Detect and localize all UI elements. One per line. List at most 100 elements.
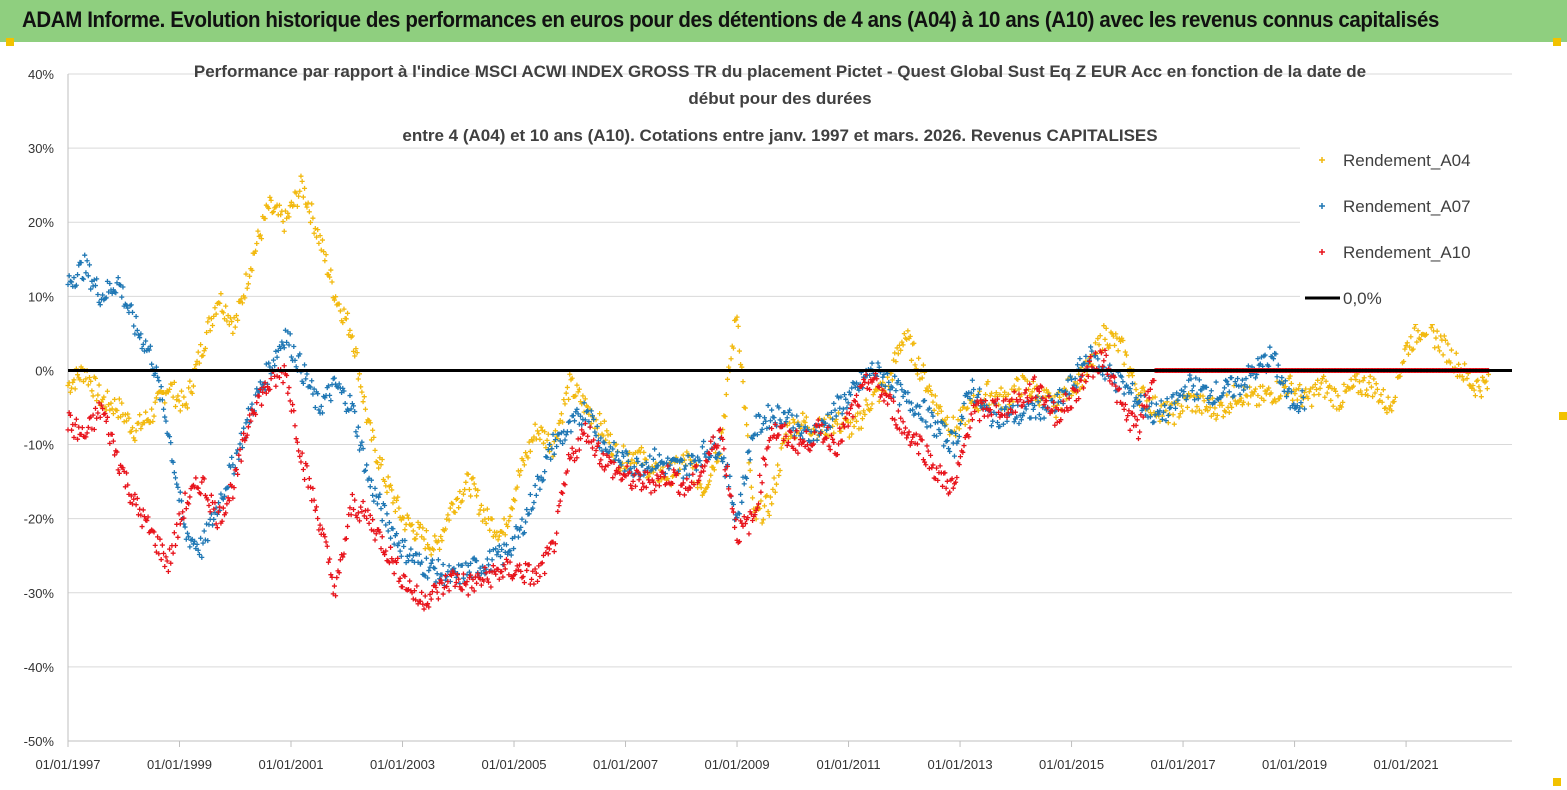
data-point	[888, 395, 894, 401]
data-point	[238, 296, 244, 302]
data-point	[895, 378, 901, 384]
data-point	[1016, 386, 1022, 392]
data-point	[337, 308, 343, 314]
data-point	[313, 234, 319, 240]
data-point	[844, 405, 850, 411]
data-point	[746, 531, 752, 537]
data-point	[648, 490, 654, 496]
data-point	[675, 468, 681, 474]
data-point	[1129, 410, 1135, 416]
data-point	[1328, 397, 1334, 403]
data-point	[451, 570, 457, 576]
data-point	[910, 407, 916, 413]
data-point	[880, 387, 886, 393]
data-point	[702, 451, 708, 457]
data-point	[1484, 386, 1490, 392]
data-point	[358, 384, 364, 390]
data-point	[102, 411, 108, 417]
data-point	[1196, 377, 1202, 383]
data-point	[723, 472, 729, 478]
data-point	[523, 519, 529, 525]
data-point	[394, 531, 400, 537]
data-point	[1043, 387, 1049, 393]
data-point	[359, 389, 365, 395]
data-point	[640, 480, 646, 486]
data-point	[881, 398, 887, 404]
data-point	[87, 262, 93, 268]
data-point	[710, 434, 716, 440]
data-point	[1116, 386, 1122, 392]
data-point	[631, 464, 637, 470]
data-point	[505, 551, 511, 557]
data-point	[237, 441, 243, 447]
data-point	[1464, 376, 1470, 382]
data-point	[296, 448, 302, 454]
data-point	[837, 425, 843, 431]
data-point	[745, 433, 751, 439]
resize-handle-top-right[interactable]	[1553, 38, 1561, 46]
data-point	[1041, 415, 1047, 421]
data-point	[336, 301, 342, 307]
data-point	[298, 459, 304, 465]
data-point	[1128, 390, 1134, 396]
resize-handle-bottom-right[interactable]	[1553, 778, 1561, 786]
resize-handle-right[interactable]	[1559, 412, 1567, 420]
data-point	[370, 427, 376, 433]
data-point	[163, 418, 169, 424]
data-point	[177, 521, 183, 527]
data-point	[742, 521, 748, 527]
data-point	[900, 393, 906, 399]
data-point	[65, 282, 71, 288]
data-point	[625, 458, 631, 464]
data-point	[348, 406, 354, 412]
data-point	[225, 484, 231, 490]
data-point	[815, 417, 821, 423]
data-point	[638, 487, 644, 493]
data-point	[224, 501, 230, 507]
data-point	[1153, 401, 1159, 407]
data-point	[892, 350, 898, 356]
data-point	[508, 552, 514, 558]
data-point	[767, 494, 773, 500]
data-point	[530, 505, 536, 511]
data-point	[1370, 394, 1376, 400]
data-point	[121, 419, 127, 425]
data-point	[1392, 394, 1398, 400]
data-point	[337, 557, 343, 563]
data-point	[575, 411, 581, 417]
resize-handle-top-left[interactable]	[6, 38, 14, 46]
data-point	[782, 422, 788, 428]
data-point	[360, 499, 366, 505]
data-point	[942, 470, 948, 476]
data-point	[312, 507, 318, 513]
data-point	[527, 448, 533, 454]
data-point	[331, 297, 337, 303]
data-point	[351, 348, 357, 354]
x-tick-label: 01/01/2021	[1374, 757, 1439, 772]
data-point	[598, 421, 604, 427]
data-point	[1102, 376, 1108, 382]
data-point	[517, 472, 523, 478]
data-point	[84, 430, 90, 436]
data-point	[73, 416, 79, 422]
series-Rendement_A04	[65, 173, 1491, 558]
data-point	[186, 385, 192, 391]
data-point	[708, 472, 714, 478]
data-point	[315, 391, 321, 397]
data-point	[656, 452, 662, 458]
data-point	[720, 459, 726, 465]
data-point	[95, 292, 101, 298]
data-point	[859, 416, 865, 422]
data-point	[721, 446, 727, 452]
data-point	[1385, 394, 1391, 400]
data-point	[1181, 389, 1187, 395]
data-point	[966, 434, 972, 440]
data-point	[856, 403, 862, 409]
data-point	[426, 604, 432, 610]
data-point	[175, 534, 181, 540]
data-point	[204, 330, 210, 336]
data-point	[292, 357, 298, 363]
data-point	[95, 392, 101, 398]
y-tick-label: -50%	[24, 734, 55, 749]
data-point	[640, 462, 646, 468]
